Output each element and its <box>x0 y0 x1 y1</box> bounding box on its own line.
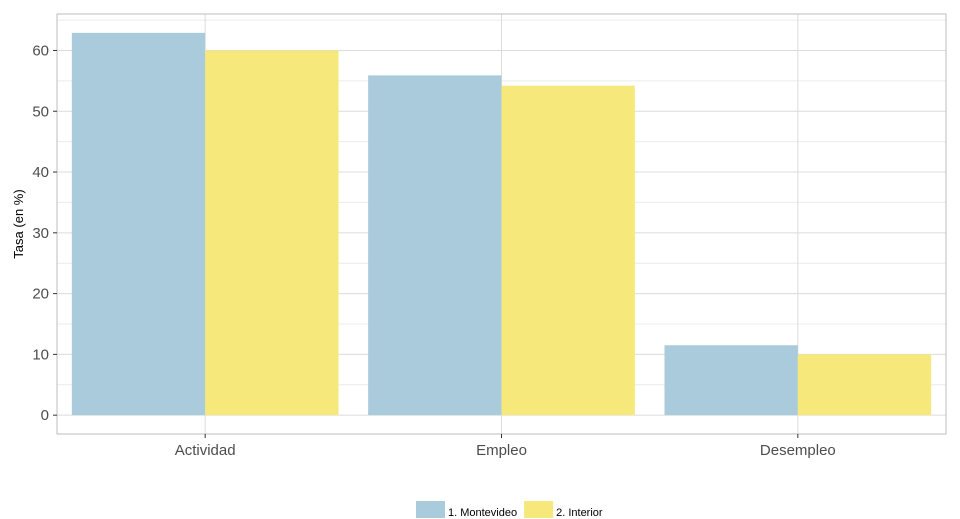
legend-key-2 <box>524 501 554 518</box>
bar-desempleo-2 <box>797 354 932 416</box>
y-tick-label: 50 <box>32 103 49 120</box>
x-tick-label: Desempleo <box>760 442 836 459</box>
bar-desempleo-1 <box>664 345 798 416</box>
x-tick-label: Empleo <box>476 442 527 459</box>
legend-key-1 <box>416 501 445 518</box>
bars <box>71 32 932 416</box>
bar-actividad-2 <box>205 50 339 416</box>
y-axis-title: Tasa (en %) <box>11 189 26 258</box>
y-tick-label: 20 <box>32 286 49 303</box>
y-tick-label: 40 <box>32 164 49 181</box>
x-axis: Actividad Empleo Desempleo <box>175 434 836 459</box>
y-tick-label: 0 <box>41 407 49 424</box>
y-tick-label: 60 <box>32 42 49 59</box>
x-tick-label: Actividad <box>175 442 236 459</box>
legend: 1. Montevideo 2. Interior <box>416 501 603 519</box>
y-tick-label: 30 <box>32 225 49 242</box>
bar-actividad-1 <box>71 32 206 416</box>
bar-empleo-2 <box>501 85 635 416</box>
legend-label-1: 1. Montevideo <box>448 507 517 519</box>
legend-label-2: 2. Interior <box>556 507 603 519</box>
y-axis: 0 10 20 30 40 50 60 <box>32 42 57 424</box>
y-tick-label: 10 <box>32 346 49 363</box>
bar-empleo-1 <box>368 75 502 416</box>
